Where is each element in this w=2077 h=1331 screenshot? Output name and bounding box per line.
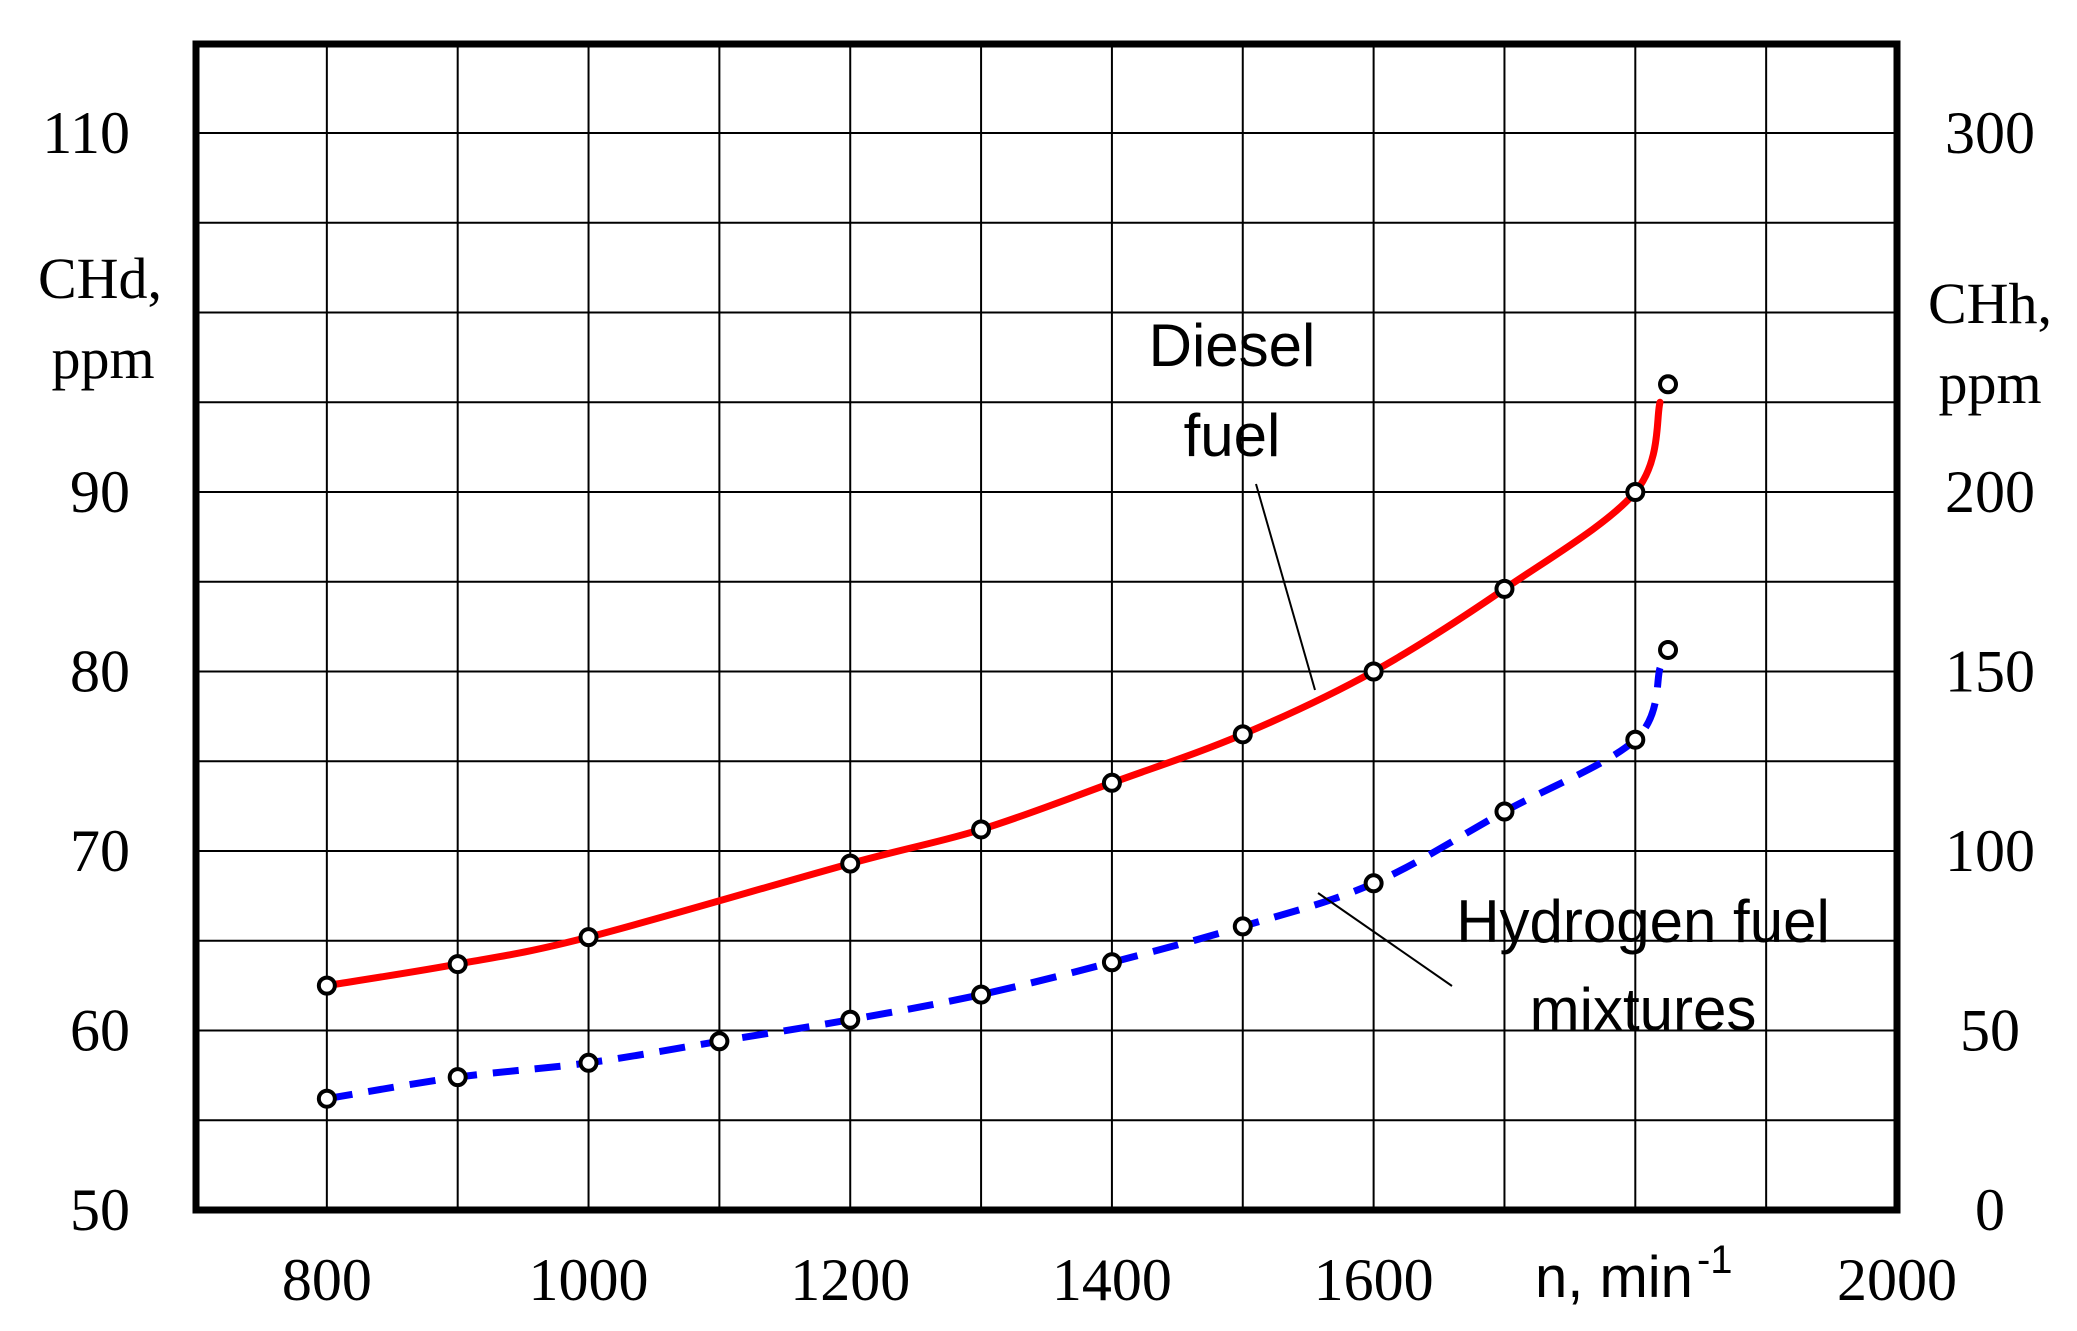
data-point bbox=[316, 975, 337, 996]
data-point bbox=[578, 927, 599, 948]
leader-line-diesel bbox=[1255, 483, 1316, 691]
y-left-tick-label: 110 bbox=[42, 100, 130, 166]
data-point bbox=[447, 954, 468, 975]
x-tick-label: 1400 bbox=[1052, 1247, 1172, 1313]
y-left-tick-label: 60 bbox=[70, 998, 130, 1064]
x-tick-label: 2000 bbox=[1837, 1247, 1957, 1313]
data-point bbox=[1101, 772, 1122, 793]
data-point bbox=[447, 1067, 468, 1088]
leader-line-hydrogen bbox=[1317, 892, 1453, 987]
data-point bbox=[971, 819, 992, 840]
x-tick-label: 1600 bbox=[1314, 1247, 1434, 1313]
data-point bbox=[1625, 729, 1646, 750]
y-right-tick-label: 0 bbox=[1975, 1177, 2005, 1243]
data-point bbox=[1625, 482, 1646, 502]
data-point bbox=[1363, 873, 1384, 894]
y-left-tick-label: 90 bbox=[70, 459, 130, 525]
series-label-diesel-line2: fuel bbox=[1184, 402, 1281, 469]
tick-labels: 800 1000 1200 1400 1600 2000 50 60 70 80 90 110 0 50 1… bbox=[42, 100, 2035, 1313]
x-axis-label: n, min -1 bbox=[1535, 1238, 1733, 1310]
data-point bbox=[840, 853, 861, 874]
series-label-diesel-line1: Diesel bbox=[1149, 312, 1316, 379]
y-right-tick-label: 50 bbox=[1960, 998, 2020, 1064]
y-left-tick-label: 50 bbox=[70, 1177, 130, 1243]
curves bbox=[323, 398, 1664, 1103]
data-point bbox=[1363, 661, 1384, 682]
y-left-tick-label: 80 bbox=[70, 639, 130, 705]
data-point bbox=[316, 1088, 337, 1109]
y-left-label-line2: ppm bbox=[51, 326, 154, 391]
y-left-label-line1: CHd, bbox=[38, 246, 162, 311]
data-point bbox=[840, 1009, 861, 1030]
data-point bbox=[1658, 639, 1679, 660]
y-right-label-line1: CHh, bbox=[1928, 271, 2052, 336]
data-point bbox=[1232, 724, 1253, 745]
series-line-hydrogen bbox=[326, 666, 1664, 1103]
y-right-label-line2: ppm bbox=[1938, 351, 2041, 416]
y-left-tick-label: 70 bbox=[70, 818, 130, 884]
data-point bbox=[971, 984, 992, 1005]
markers bbox=[316, 374, 1679, 1109]
plot-frame bbox=[192, 40, 1901, 1214]
grid bbox=[196, 44, 1897, 1210]
data-point bbox=[1494, 578, 1515, 599]
x-tick-label: 800 bbox=[282, 1247, 372, 1313]
y-right-tick-label: 300 bbox=[1945, 100, 2035, 166]
series-label-hydrogen-line2: mixtures bbox=[1530, 976, 1757, 1043]
y-right-tick-label: 200 bbox=[1945, 459, 2035, 525]
data-point bbox=[1494, 801, 1515, 822]
data-point bbox=[578, 1052, 599, 1073]
x-tick-label: 1000 bbox=[529, 1247, 649, 1313]
data-point bbox=[1658, 374, 1679, 395]
series-line-diesel bbox=[323, 398, 1664, 990]
leaders bbox=[1255, 483, 1453, 987]
data-point bbox=[1232, 916, 1253, 937]
y-right-tick-label: 100 bbox=[1945, 818, 2035, 884]
x-tick-label: 1200 bbox=[790, 1247, 910, 1313]
y-right-tick-label: 150 bbox=[1945, 639, 2035, 705]
series-label-hydrogen-line1: Hydrogen fuel bbox=[1456, 888, 1830, 955]
data-point bbox=[1101, 952, 1122, 973]
data-point bbox=[709, 1031, 730, 1052]
